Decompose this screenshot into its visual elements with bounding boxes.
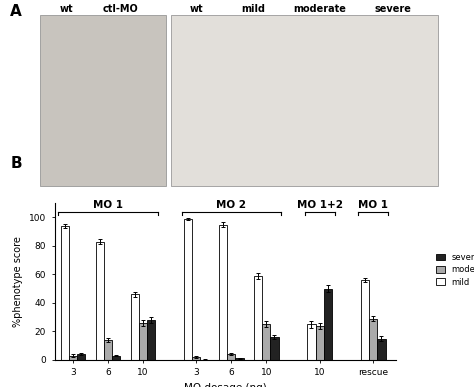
Text: mild: mild (242, 4, 265, 14)
Bar (139, 323, 147, 360)
Bar (324, 289, 332, 360)
Text: MO 1+2: MO 1+2 (297, 200, 343, 210)
Text: ctl-MO: ctl-MO (103, 4, 139, 14)
Bar (184, 219, 192, 360)
Bar (262, 324, 270, 360)
Bar (77, 354, 85, 360)
Bar (377, 339, 385, 360)
Text: wt: wt (190, 4, 203, 14)
X-axis label: MO dosage (ng): MO dosage (ng) (184, 383, 266, 387)
Bar (104, 340, 112, 360)
Bar (130, 295, 139, 360)
Bar (316, 326, 324, 360)
Bar (112, 356, 120, 360)
Text: MO 1: MO 1 (358, 200, 388, 210)
Bar (61, 226, 69, 360)
Text: moderate: moderate (293, 4, 346, 14)
Bar (270, 337, 279, 360)
Bar (192, 357, 201, 360)
Bar (227, 354, 236, 360)
Text: MO 1: MO 1 (93, 200, 123, 210)
Bar (40, 15, 166, 186)
Bar (369, 319, 377, 360)
Bar (361, 280, 369, 360)
Text: MO 2: MO 2 (216, 200, 246, 210)
Y-axis label: %phenotype score: %phenotype score (13, 236, 23, 327)
Bar (69, 356, 77, 360)
Bar (254, 276, 262, 360)
Text: B: B (10, 156, 22, 171)
Bar (307, 324, 316, 360)
Text: wt: wt (60, 4, 73, 14)
Bar (147, 320, 155, 360)
Bar (236, 358, 244, 360)
Bar (171, 15, 438, 186)
Bar (96, 241, 104, 360)
Legend: severe, moderate, mild: severe, moderate, mild (435, 251, 474, 288)
Text: A: A (9, 4, 21, 19)
Text: severe: severe (375, 4, 412, 14)
Bar (219, 224, 227, 360)
